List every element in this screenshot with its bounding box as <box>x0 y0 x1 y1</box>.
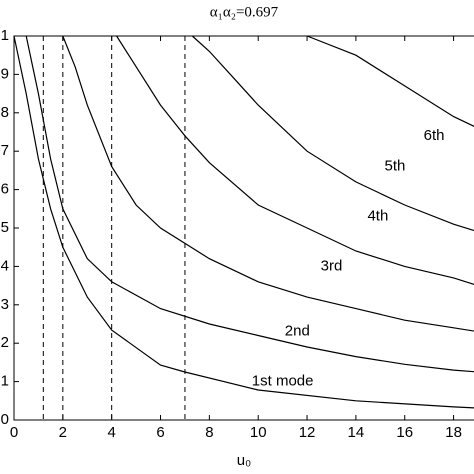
curve-label: 5th <box>385 158 406 175</box>
plot-frame <box>13 35 474 421</box>
chart-title: α₁α₂=0.697 <box>210 4 279 20</box>
x-tick-label: 0 <box>10 424 18 441</box>
y-tick-label: 0 <box>1 411 9 428</box>
y-tick-label: 5 <box>1 219 9 236</box>
y-tick-label: 3 <box>1 296 9 313</box>
curve-label: 3rd <box>321 257 343 274</box>
x-tick-label: 10 <box>250 424 267 441</box>
y-tick-label: 1 <box>1 373 9 390</box>
x-tick-label: 8 <box>205 424 213 441</box>
y-tick-label: 1 <box>1 27 9 44</box>
mode-curve <box>62 35 474 332</box>
y-tick-label: 4 <box>1 257 9 274</box>
mode-curve <box>13 35 474 409</box>
curve-label: 2nd <box>285 323 310 340</box>
mode-curve <box>191 35 474 232</box>
x-tick-label: 4 <box>108 424 116 441</box>
mode-curve <box>116 35 474 285</box>
mode-curve <box>25 35 474 373</box>
x-tick-label: 18 <box>445 424 462 441</box>
y-tick-label: 9 <box>1 65 9 82</box>
curve-label: 1st mode <box>252 373 314 390</box>
x-tick-label: 16 <box>396 424 413 441</box>
x-tick-label: 6 <box>156 424 164 441</box>
mode-curve <box>306 35 474 127</box>
y-tick-label: 6 <box>1 181 9 198</box>
y-tick-label: 8 <box>1 104 9 121</box>
x-axis-label: u₀ <box>237 452 252 469</box>
x-tick-label: 12 <box>299 424 316 441</box>
y-tick-label: 7 <box>1 142 9 159</box>
curve-label: 6th <box>424 127 445 144</box>
x-tick-label: 2 <box>59 424 67 441</box>
x-tick-label: 14 <box>348 424 365 441</box>
curve-label: 4th <box>367 207 388 224</box>
y-tick-label: 2 <box>1 334 9 351</box>
